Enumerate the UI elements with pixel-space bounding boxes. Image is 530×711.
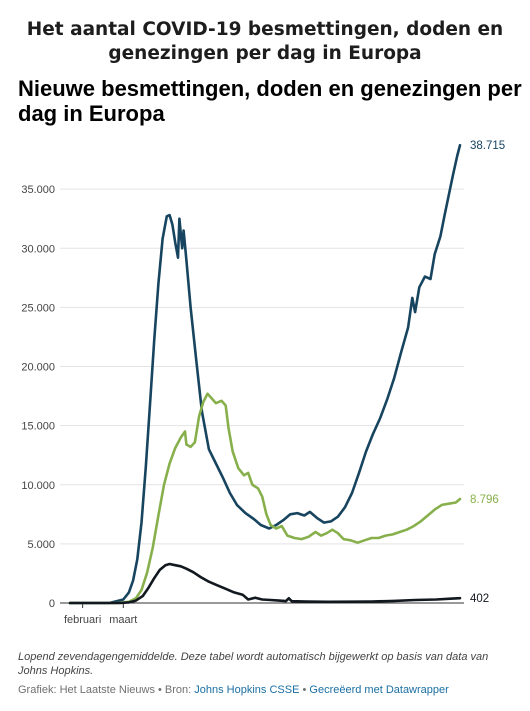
credit-separator: • (299, 684, 310, 696)
datawrapper-link[interactable]: Gecreëerd met Datawrapper (309, 684, 449, 696)
page-heading: Het aantal COVID-19 besmettingen, doden … (0, 18, 530, 66)
y-tick-label: 5.000 (27, 539, 55, 551)
footer-credit: Grafiek: Het Laatste Nieuws • Bron: John… (18, 683, 528, 697)
series-lines (68, 143, 462, 605)
page-heading-line1: Het aantal COVID-19 besmettingen, doden … (26, 19, 504, 40)
y-tick-label: 20.000 (21, 362, 55, 374)
end-label-doden: 402 (470, 593, 489, 605)
end-label-besmettingen: 38.715 (470, 140, 505, 152)
gridlines (60, 188, 464, 545)
chart-title-line2: dag in Europa (18, 101, 165, 126)
y-tick-label: 25.000 (21, 302, 55, 314)
y-tick-label: 15.000 (21, 421, 55, 433)
series-line-besmettingen (68, 143, 462, 605)
credit-prefix: Grafiek: Het Laatste Nieuws • Bron: (18, 684, 195, 696)
y-tick-label: 35.000 (21, 184, 55, 196)
y-tick-label: 0 (49, 598, 55, 610)
end-labels: 38.715 8.796 402 (470, 140, 505, 605)
footer-note: Lopend zevendagengemiddelde. Deze tabel … (18, 651, 489, 677)
line-chart: 0 5.000 10.000 15.000 20.000 25.000 30.000 35.0… (21, 140, 505, 626)
chart-title: Nieuwe besmettingen, doden en genezingen… (18, 76, 522, 126)
y-axis: 0 5.000 10.000 15.000 20.000 25.000 30.000 35.0… (21, 184, 55, 610)
x-tick-label: maart (109, 614, 137, 626)
source-link[interactable]: Johns Hopkins CSSE (194, 684, 300, 696)
x-tick-label: februari (64, 614, 101, 626)
page-heading-line2: genezingen per dag in Europa (108, 43, 422, 64)
y-tick-label: 30.000 (21, 243, 55, 255)
series-line-doden (68, 562, 462, 605)
y-tick-label: 10.000 (21, 480, 55, 492)
x-axis: februari maart (60, 602, 464, 626)
end-label-genezingen: 8.796 (470, 494, 499, 506)
chart-title-line1: Nieuwe besmettingen, doden en genezingen… (18, 76, 522, 101)
series-line-genezingen (68, 392, 462, 605)
